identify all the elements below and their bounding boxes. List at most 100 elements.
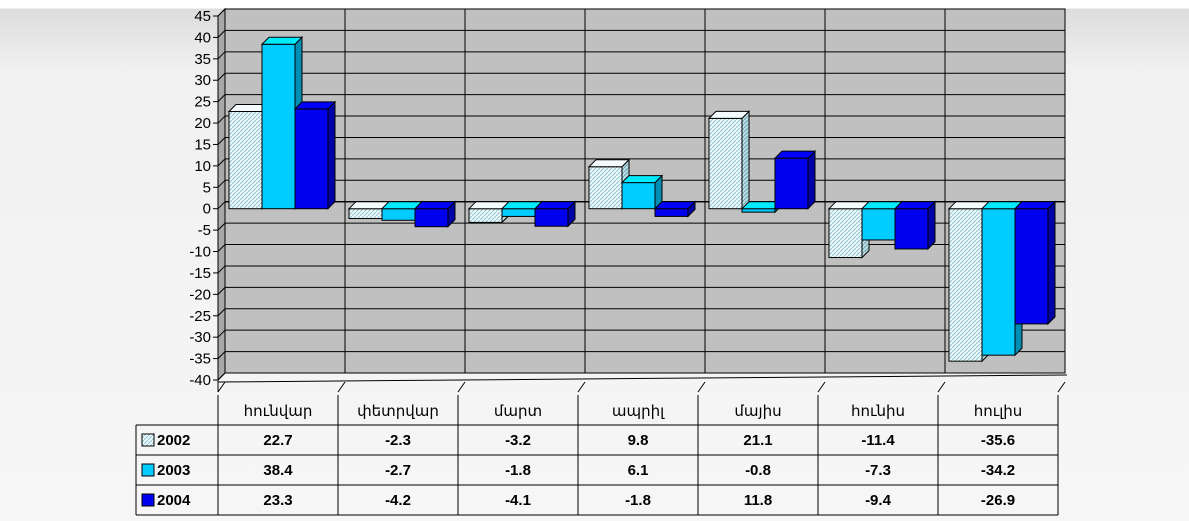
x-tick — [217, 381, 226, 393]
category-label: փետրվար — [357, 403, 439, 420]
gridline-depth — [217, 329, 226, 338]
y-tick-label: 45 — [194, 8, 211, 25]
gridline-depth — [217, 137, 226, 145]
bar-side — [927, 200, 936, 251]
bar-2004-հունիս — [893, 200, 937, 251]
bar-2002-մայիս — [707, 110, 751, 210]
bar-2003-ապրիլ — [620, 174, 664, 210]
table-cell: 22.7 — [263, 432, 292, 449]
y-axis: -40 -35 -30 -25 -20 -15 -10 -5 0 5 10 15 20 25 30 35 40 4… — [189, 8, 1068, 393]
bar-top — [293, 101, 337, 110]
bar-front — [708, 117, 743, 210]
table-cell: 23.3 — [263, 492, 292, 509]
x-tick — [577, 381, 586, 393]
bar-front — [534, 208, 569, 227]
table-cell: -4.2 — [385, 492, 411, 509]
table-cell: -2.3 — [385, 432, 411, 449]
table-cell: 6.1 — [628, 462, 649, 479]
plot-area — [217, 7, 1066, 382]
gridline-depth — [217, 115, 226, 124]
table-cell: -35.6 — [981, 432, 1015, 449]
x-tick — [1057, 381, 1066, 393]
bars-group — [227, 36, 1057, 363]
table-cell: 11.8 — [744, 492, 772, 509]
bar-top — [893, 201, 937, 210]
gridline-depth — [217, 51, 226, 60]
bar-top — [587, 159, 631, 168]
bar-front — [948, 208, 983, 362]
bar-side — [327, 100, 336, 210]
y-tick-label: -10 — [189, 244, 211, 261]
bar-front — [588, 166, 623, 210]
bar-front — [228, 110, 263, 210]
bar-top — [620, 175, 664, 184]
y-tick-label: 0 — [203, 201, 211, 218]
gridline-depth — [217, 201, 226, 210]
y-tick-label: 30 — [194, 72, 211, 89]
category-label: հունիս — [851, 403, 905, 420]
table-cell: -2.7 — [385, 462, 411, 479]
bar-top — [533, 201, 577, 210]
bar-2002-ապրիլ — [587, 158, 631, 210]
bar-2002-հունիս — [827, 200, 871, 259]
y-tick-label: 5 — [203, 179, 211, 196]
table-cell: -26.9 — [981, 492, 1015, 509]
bar-front — [414, 208, 449, 228]
bar-side — [741, 110, 750, 210]
bar-front — [774, 157, 809, 210]
bar-2003-հունվար — [260, 36, 304, 210]
bar-top — [413, 201, 457, 210]
table-cell: -34.2 — [981, 462, 1015, 479]
plot-side-wall — [217, 7, 226, 382]
y-tick-label: -35 — [189, 351, 211, 368]
gridline-depth — [217, 8, 226, 17]
category-label: հուլիս — [974, 403, 1023, 420]
x-axis-line — [217, 374, 1068, 383]
table-cell: -1.8 — [625, 492, 651, 509]
y-tick-label: 15 — [194, 136, 211, 153]
legend-label-2004: 2004 — [157, 492, 191, 509]
table-cell: 21.1 — [743, 432, 772, 449]
bar-front — [828, 208, 863, 259]
data-table: հունվար փետրվար մարտ ապրիլ մայիս հունիս հուլիս… — [135, 395, 1059, 516]
bar-2004-մայիս — [773, 149, 817, 210]
y-tick-label: -5 — [198, 222, 211, 239]
bar-2004-հուլիս — [1013, 200, 1057, 326]
bar-front — [348, 208, 383, 220]
gridline-depth — [217, 72, 226, 81]
category-label: մարտ — [494, 403, 542, 420]
category-label: մայիս — [734, 403, 781, 420]
table-cell: -9.4 — [865, 492, 892, 509]
x-tick — [697, 381, 706, 393]
bar-top — [260, 36, 304, 45]
bar-top — [707, 110, 751, 119]
bar-2004-մարտ — [533, 200, 577, 228]
gridline-depth — [217, 30, 226, 38]
y-tick-label: -20 — [189, 286, 211, 303]
gridline-depth — [217, 372, 226, 381]
bar-top — [653, 201, 697, 210]
legend-label-2002: 2002 — [157, 432, 190, 449]
table-cell: -4.1 — [505, 492, 531, 509]
bar-2004-հունվար — [293, 100, 337, 210]
y-tick-label: 35 — [194, 51, 211, 68]
gridline-depth — [217, 286, 226, 295]
bar-front — [621, 182, 656, 210]
bar-front — [654, 208, 689, 217]
y-tick-label: -25 — [189, 308, 211, 325]
table-cell: 9.8 — [628, 432, 649, 449]
bar-side — [807, 149, 816, 210]
y-tick-label: -15 — [189, 265, 211, 282]
category-label: հունվար — [244, 403, 313, 420]
bar-2004-ապրիլ — [653, 200, 697, 218]
y-tick-label: 40 — [194, 29, 211, 46]
legend-swatch-2002 — [141, 433, 155, 447]
x-tick — [337, 381, 346, 393]
gridline-depth — [217, 179, 226, 188]
y-tick-label: 10 — [194, 158, 211, 175]
category-label: ապրիլ — [612, 403, 665, 420]
y-tick-label: 25 — [194, 94, 211, 111]
bar-front — [894, 208, 929, 250]
